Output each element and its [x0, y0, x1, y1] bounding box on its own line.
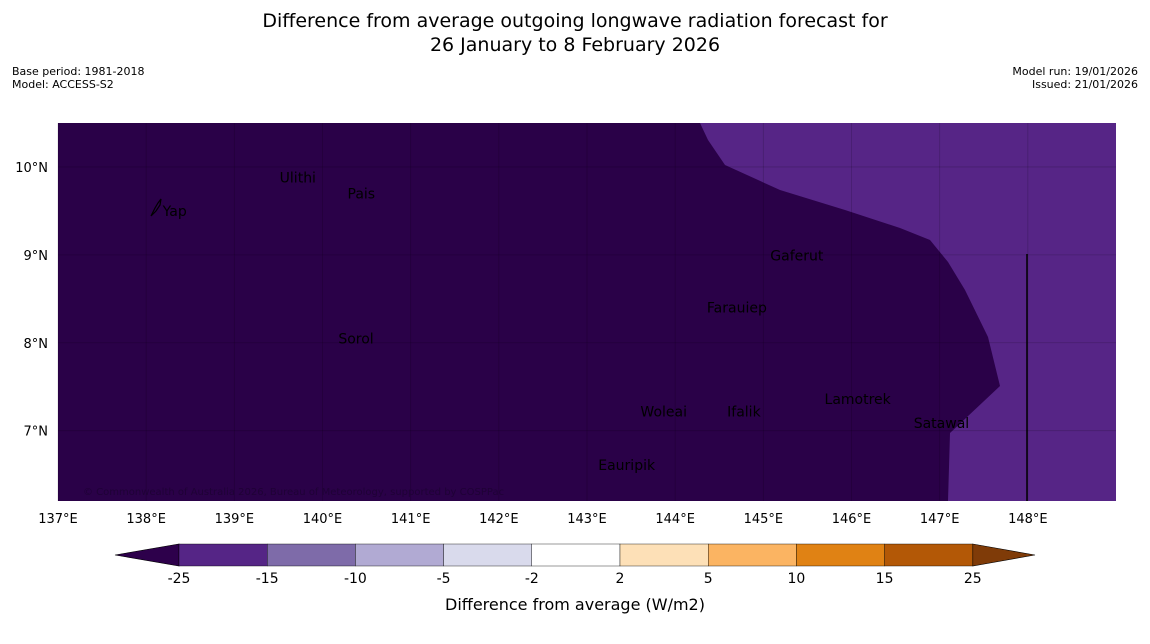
- title-line-2: 26 January to 8 February 2026: [429, 34, 721, 56]
- lon-tick-label: 148°E: [1008, 512, 1048, 527]
- lon-tick-label: 144°E: [655, 512, 695, 527]
- colorbar-swatch: [355, 543, 444, 567]
- lon-tick-label: 139°E: [215, 512, 255, 527]
- lon-tick-label: 140°E: [303, 512, 343, 527]
- place-label-pais: Pais: [348, 186, 376, 202]
- colorbar-tick-label: -10: [344, 571, 367, 587]
- lat-tick-label: 8°N: [24, 337, 49, 352]
- copyright-text: © Commonwealth of Australia 2026, Bureau…: [83, 487, 504, 498]
- colorbar-swatch: [531, 543, 621, 567]
- lat-tick-label: 9°N: [24, 249, 49, 264]
- lat-tick-label: 7°N: [24, 425, 49, 440]
- colorbar-tick-label: -5: [437, 571, 451, 587]
- colorbar-tick-label: 10: [787, 571, 805, 587]
- place-label-woleai: Woleai: [640, 404, 687, 420]
- place-label-gaferut: Gaferut: [770, 249, 824, 265]
- place-label-sorol: Sorol: [338, 331, 373, 347]
- place-label-farauiep: Farauiep: [707, 301, 767, 317]
- yap-island-icon: [150, 198, 162, 217]
- meta-right: Model run: 19/01/2026 Issued: 21/01/2026: [1012, 65, 1138, 91]
- place-label-ulithi: Ulithi: [280, 171, 316, 187]
- colorbar-tick-label: 5: [704, 571, 713, 587]
- model-run: Model run: 19/01/2026: [1012, 65, 1138, 78]
- colorbar-tick-label: 15: [876, 571, 894, 587]
- colorbar-swatch: [708, 543, 797, 567]
- colorbar-tick-label: -25: [168, 571, 191, 587]
- base-period: Base period: 1981-2018: [12, 65, 145, 78]
- lon-tick-label: 138°E: [126, 512, 166, 527]
- colorbar-over-triangle: [972, 543, 1036, 567]
- lat-tick-label: 10°N: [15, 161, 48, 176]
- gridlines: [57, 123, 1116, 501]
- colorbar-tick-label: -15: [256, 571, 279, 587]
- lon-tick-label: 147°E: [920, 512, 960, 527]
- lon-tick-label: 142°E: [479, 512, 519, 527]
- meta-left: Base period: 1981-2018 Model: ACCESS-S2: [12, 65, 144, 91]
- colorbar-tick-label: 25: [964, 571, 982, 587]
- lon-tick-label: 137°E: [38, 512, 78, 527]
- lon-tick-label: 141°E: [391, 512, 431, 527]
- place-label-eauripik: Eauripik: [598, 458, 656, 474]
- place-label-satawal: Satawal: [914, 416, 969, 432]
- colorbar: -25 -15 -10 -5 -2 2 5 10 15 25: [114, 543, 1036, 587]
- colorbar-swatch: [619, 543, 709, 567]
- chart-title: Difference from average outgoing longwav…: [0, 9, 1150, 57]
- place-labels: Ulithi Pais Yap Gaferut Farauiep Sorol Lamotre…: [162, 171, 970, 474]
- axis-labels: 137°E 138°E 139°E 140°E 141°E 142°E 143°E 144°E…: [15, 161, 1047, 527]
- place-label-yap: Yap: [162, 204, 187, 220]
- colorbar-swatch: [796, 543, 885, 567]
- issued-date: Issued: 21/01/2026: [1031, 78, 1138, 91]
- title-line-1: Difference from average outgoing longwav…: [262, 10, 888, 32]
- colorbar-swatch: [884, 543, 973, 567]
- colorbar-swatch: [267, 543, 356, 567]
- lon-tick-label: 145°E: [744, 512, 784, 527]
- anomaly-region: [700, 123, 1116, 501]
- colorbar-tick-label: -2: [525, 571, 539, 587]
- colorbar-label: Difference from average (W/m2): [445, 595, 705, 614]
- place-label-ifalik: Ifalik: [727, 404, 761, 420]
- place-label-lamotrek: Lamotrek: [825, 392, 892, 408]
- lon-tick-label: 143°E: [567, 512, 607, 527]
- colorbar-tick-label: 2: [616, 571, 625, 587]
- colorbar-under-triangle: [114, 543, 180, 567]
- colorbar-swatch: [443, 543, 533, 567]
- map-area: Ulithi Pais Yap Gaferut Farauiep Sorol Lamotre…: [57, 123, 1116, 501]
- colorbar-swatch: [178, 543, 268, 567]
- model-name: Model: ACCESS-S2: [12, 78, 114, 91]
- lon-tick-label: 146°E: [832, 512, 872, 527]
